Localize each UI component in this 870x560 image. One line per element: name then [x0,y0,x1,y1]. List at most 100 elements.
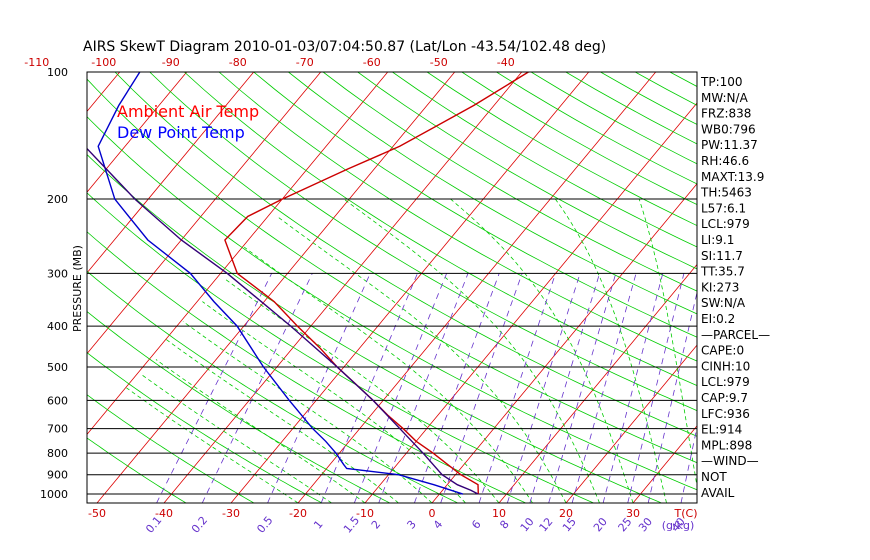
mixing-ratio-line [529,273,600,503]
mixing-ratio-line [378,273,469,503]
moist-adiabat-line [202,301,466,503]
isotherm-line [87,72,322,355]
bottom-temp-tick-label: 20 [559,507,573,520]
top-temp-tick-label: -50 [430,56,448,69]
pressure-tick-label: 300 [47,267,68,280]
isotherm-line [87,72,188,193]
isotherm-line [767,72,870,503]
index-entry: EI:0.2 [701,312,735,326]
moist-adiabat-line [165,339,399,503]
pressure-tick-label: 100 [47,66,68,79]
dry-adiabat-line [253,72,697,338]
isotherm-line [0,72,53,503]
index-entry: TP:100 [700,75,743,89]
moist-adiabat-line [140,373,332,503]
top-temp-tick-label: -80 [229,56,247,69]
index-entry: LCL:979 [701,375,750,389]
pressure-tick-label: 600 [47,394,68,407]
dew-point-temp-line [97,72,464,495]
legend-entry: Ambient Air Temp [117,102,259,121]
index-entry: —PARCEL— [701,328,770,342]
dry-adiabat-line [149,72,697,412]
mixing-ratio-line [414,273,500,503]
dry-adiabat-line [87,116,697,491]
dry-adiabat-line [87,192,594,503]
top-temp-tick-label: -40 [497,56,515,69]
mixing-ratio-tick-label: 6 [469,518,483,532]
index-entry: TH:5463 [700,186,752,200]
bottom-temp-tick-label: -30 [222,507,240,520]
index-entry: MPL:898 [701,438,752,452]
mixing-ratio-line [201,273,313,503]
index-entry: NOT [701,470,727,484]
mixing-ratio-tick-label: 1 [311,518,325,532]
isotherm-line [96,72,456,503]
isotherm-line [632,425,697,503]
mixing-ratio-tick-label: 10 [518,515,537,534]
moist-adiabat-line [243,246,533,503]
index-entry: AVAIL [701,486,735,500]
moist-adiabat-line [450,198,634,503]
index-entry: MW:N/A [701,91,749,105]
dry-adiabat-line [392,72,697,248]
mixing-ratio-line [506,273,581,503]
index-entry: CAPE:0 [701,344,744,358]
dry-adiabat-line [87,394,255,503]
pressure-tick-label: 700 [47,423,68,436]
mixing-ratio-tick-label: 2 [369,518,383,532]
moist-adiabat-line [182,321,433,503]
mixing-ratio-line [478,273,556,503]
top-temp-tick-label: -70 [296,56,314,69]
pressure-tick-label: 500 [47,361,68,374]
moist-adiabat-line [126,387,299,503]
temp-unit-label: T(C) [674,507,698,520]
index-entry: PW:11.37 [701,138,758,152]
isotherm-line [87,72,121,113]
mixing-ratio-line [548,273,617,503]
index-entry: LFC:936 [701,407,750,421]
index-entry: CAP:9.7 [701,391,748,405]
dry-adiabat-line [669,72,697,87]
isotherm-line [297,72,657,503]
mixing-ratio-line [267,273,371,503]
index-entry: SW:N/A [701,296,746,310]
chart-title: AIRS SkewT Diagram 2010-01-03/07:04:50.8… [83,39,606,55]
moist-adiabat-line [277,216,567,503]
index-entry: L57:6.1 [701,201,746,215]
bottom-temp-tick-label: -40 [155,507,173,520]
bottom-temp-tick-label: 30 [626,507,640,520]
index-entry: SI:11.7 [701,249,743,263]
top-temp-tick-label: -90 [162,56,180,69]
moist-adiabat-line [343,198,600,503]
dry-adiabat-line [635,72,697,106]
mixing-ratio-tick-label: 0.2 [189,514,210,536]
dry-adiabat-line [739,72,870,503]
mixing-ratio-line [571,273,637,503]
dry-adiabat-line [426,72,697,227]
dry-adiabat-line [774,72,870,503]
pressure-tick-label: 800 [47,447,68,460]
ambient-air-temp-line [224,72,529,495]
pressure-tick-label: 900 [47,469,68,482]
dry-adiabat-line [357,72,697,270]
index-entry: TT:35.7 [700,265,745,279]
index-entry: EL:914 [701,423,742,437]
plot-frame [86,71,698,504]
isotherm-line [230,72,590,503]
bottom-temp-tick-label: 10 [492,507,506,520]
mixing-ratio-line [156,273,273,503]
pressure-tick-label: 1000 [40,488,68,501]
dry-adiabat-line [288,72,697,315]
index-entry: FRZ:838 [701,107,751,121]
isotherm-line [87,72,389,435]
top-temp-tick-label: -100 [91,56,116,69]
isotherm-line [498,263,697,503]
isotherm-line [565,344,697,503]
pressure-tick-label: 200 [47,193,68,206]
bottom-temp-tick-label: -20 [289,507,307,520]
isotherm-line [87,72,255,274]
mixing-ratio-tick-label: 20 [591,515,610,534]
moist-adiabat-line [155,359,366,503]
